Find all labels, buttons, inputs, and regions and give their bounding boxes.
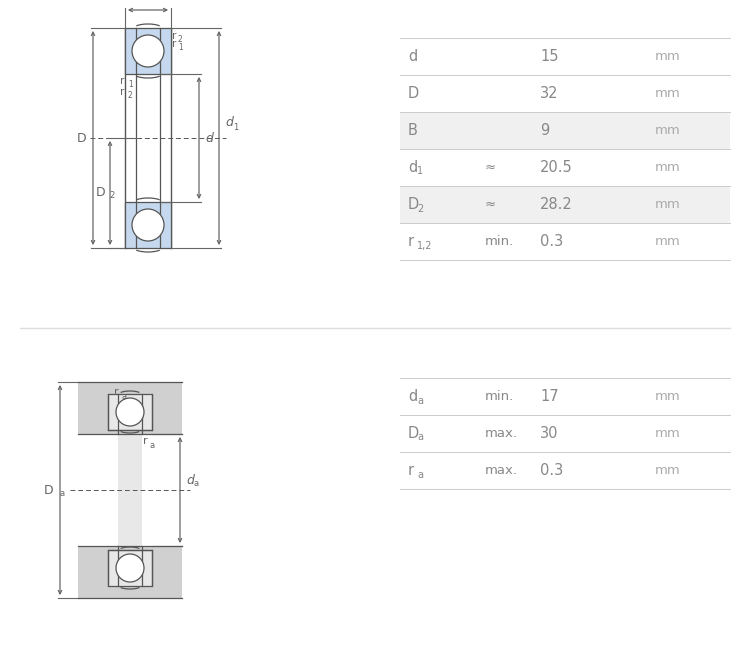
Text: ≈: ≈ bbox=[485, 161, 496, 174]
Text: r: r bbox=[114, 387, 118, 397]
Text: mm: mm bbox=[655, 161, 681, 174]
Text: 1: 1 bbox=[417, 166, 423, 176]
Text: ≈: ≈ bbox=[485, 198, 496, 211]
Text: 1: 1 bbox=[233, 122, 238, 132]
Text: D: D bbox=[408, 197, 419, 212]
Circle shape bbox=[116, 554, 144, 582]
Text: mm: mm bbox=[655, 50, 681, 63]
Text: mm: mm bbox=[655, 235, 681, 248]
Text: 15: 15 bbox=[540, 49, 559, 64]
Polygon shape bbox=[108, 550, 152, 586]
Text: r: r bbox=[408, 463, 414, 478]
Text: d: d bbox=[408, 389, 417, 404]
Text: a: a bbox=[121, 392, 126, 401]
Circle shape bbox=[132, 209, 164, 241]
Text: r: r bbox=[120, 76, 124, 86]
Polygon shape bbox=[400, 186, 730, 223]
Text: 20.5: 20.5 bbox=[540, 160, 573, 175]
Text: r: r bbox=[172, 31, 176, 41]
Text: B: B bbox=[144, 0, 152, 3]
Text: min.: min. bbox=[485, 390, 514, 403]
Text: r: r bbox=[120, 87, 124, 97]
Text: mm: mm bbox=[655, 87, 681, 100]
Text: a: a bbox=[194, 479, 200, 489]
Polygon shape bbox=[125, 202, 171, 248]
Text: D: D bbox=[76, 132, 86, 145]
Text: r: r bbox=[143, 436, 148, 446]
Text: max.: max. bbox=[485, 427, 518, 440]
Text: mm: mm bbox=[655, 198, 681, 211]
Text: mm: mm bbox=[655, 464, 681, 477]
Circle shape bbox=[116, 398, 144, 426]
Text: B: B bbox=[408, 123, 418, 138]
Polygon shape bbox=[125, 28, 171, 74]
Polygon shape bbox=[78, 382, 182, 434]
Polygon shape bbox=[400, 112, 730, 149]
Text: 32: 32 bbox=[540, 86, 559, 101]
Text: D: D bbox=[44, 483, 53, 496]
Text: mm: mm bbox=[655, 124, 681, 137]
Text: a: a bbox=[417, 396, 423, 405]
Polygon shape bbox=[78, 546, 182, 598]
Text: r: r bbox=[172, 39, 176, 49]
Text: d: d bbox=[186, 474, 194, 487]
Text: d: d bbox=[205, 132, 213, 145]
Text: 9: 9 bbox=[540, 123, 549, 138]
Text: a: a bbox=[59, 489, 64, 498]
Text: min.: min. bbox=[485, 235, 514, 248]
Text: d: d bbox=[408, 160, 417, 175]
Text: a: a bbox=[150, 441, 155, 450]
Text: 0.3: 0.3 bbox=[540, 463, 563, 478]
Polygon shape bbox=[108, 394, 152, 430]
Text: r: r bbox=[408, 234, 414, 249]
Text: a: a bbox=[417, 432, 423, 443]
Text: d: d bbox=[225, 117, 232, 130]
Text: 0.3: 0.3 bbox=[540, 234, 563, 249]
Text: 17: 17 bbox=[540, 389, 559, 404]
Text: 30: 30 bbox=[540, 426, 559, 441]
Text: 2: 2 bbox=[417, 204, 423, 214]
Text: 2: 2 bbox=[109, 191, 114, 200]
Text: a: a bbox=[417, 470, 423, 479]
Text: D: D bbox=[408, 86, 419, 101]
Text: mm: mm bbox=[655, 390, 681, 403]
Text: D: D bbox=[95, 187, 105, 200]
Text: mm: mm bbox=[655, 427, 681, 440]
Text: max.: max. bbox=[485, 464, 518, 477]
Polygon shape bbox=[118, 434, 142, 546]
Circle shape bbox=[132, 35, 164, 67]
Text: 1,2: 1,2 bbox=[417, 240, 433, 250]
Text: D: D bbox=[408, 426, 419, 441]
Text: 1: 1 bbox=[178, 43, 183, 52]
Text: 2: 2 bbox=[178, 35, 183, 44]
Text: 28.2: 28.2 bbox=[540, 197, 573, 212]
Text: 2: 2 bbox=[128, 91, 133, 100]
Text: d: d bbox=[408, 49, 417, 64]
Text: 1: 1 bbox=[128, 80, 133, 89]
